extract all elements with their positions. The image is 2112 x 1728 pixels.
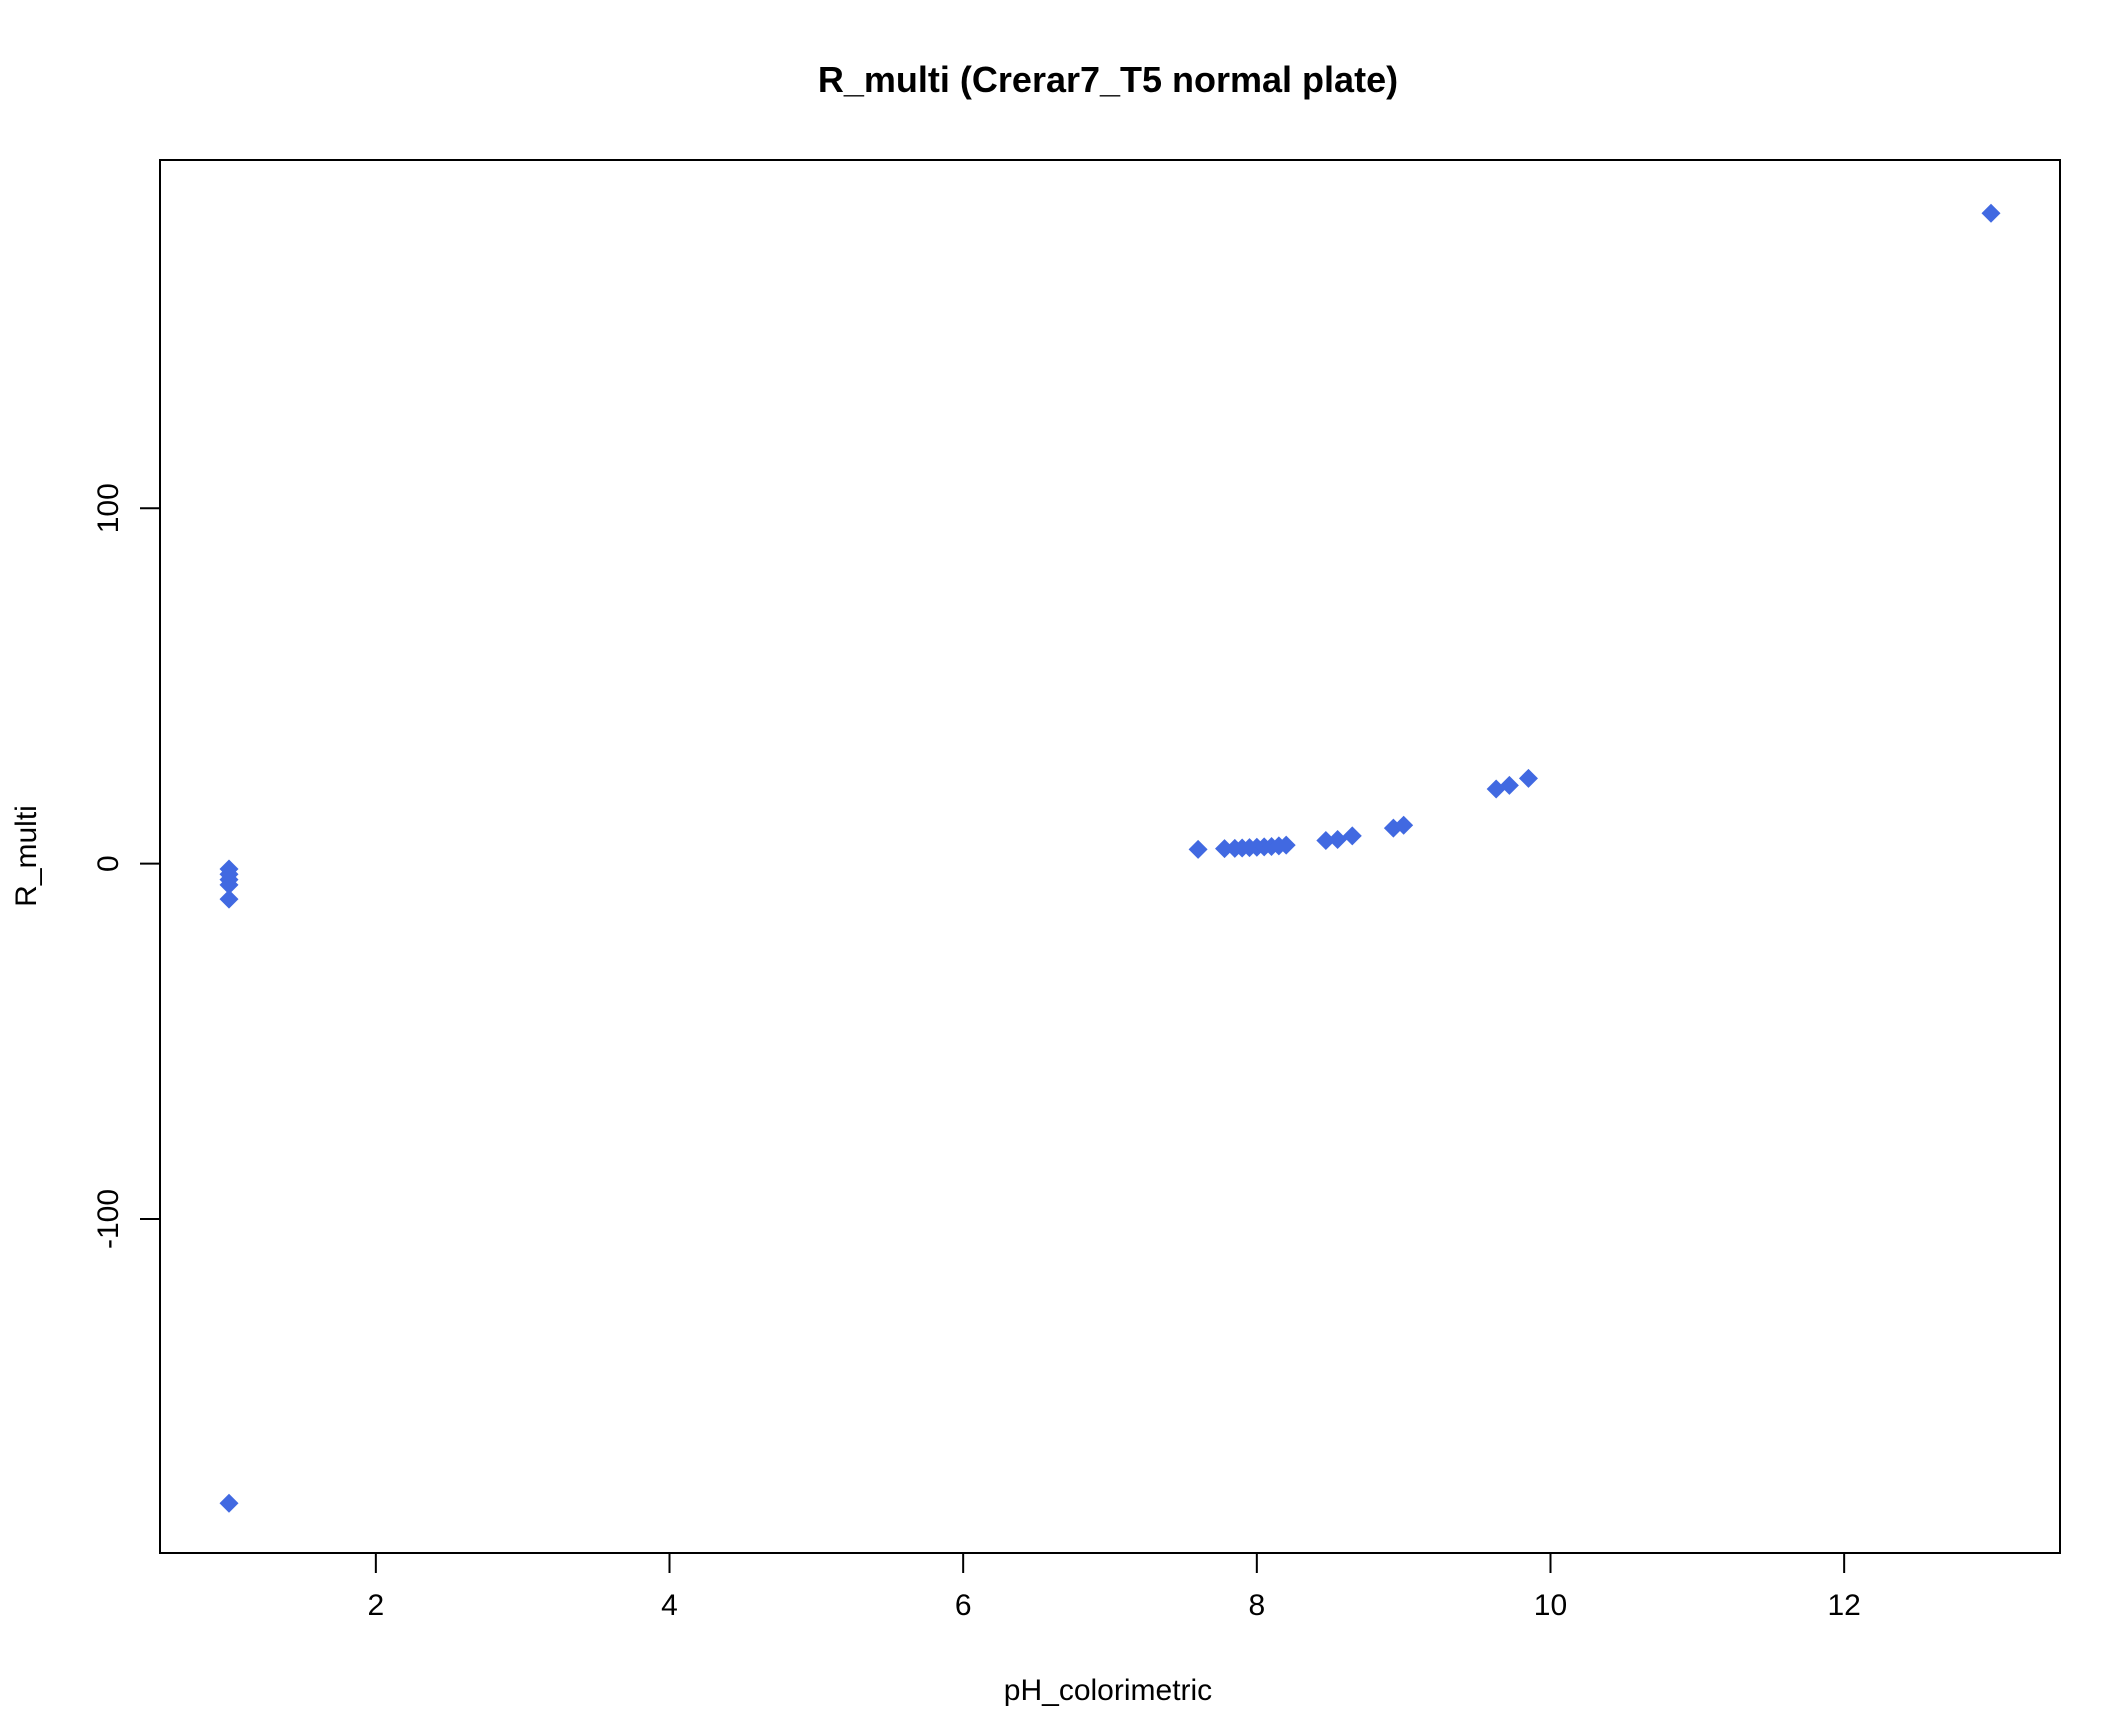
data-point xyxy=(219,889,239,909)
x-axis: 2 4 6 8 10 12 xyxy=(367,1553,1861,1622)
data-point xyxy=(1188,839,1208,859)
data-point xyxy=(1499,775,1519,795)
y-axis: -100 0 100 xyxy=(92,483,160,1249)
x-tick-label: 6 xyxy=(955,1589,972,1622)
data-point xyxy=(1316,831,1336,851)
chart-title: R_multi (Crerar7_T5 normal plate) xyxy=(818,59,1398,100)
x-axis-label: pH_colorimetric xyxy=(1004,1674,1212,1707)
data-point xyxy=(1328,829,1348,849)
data-point xyxy=(219,1493,239,1513)
data-point xyxy=(1394,815,1414,835)
data-point xyxy=(1981,203,2001,223)
y-tick-label: -100 xyxy=(92,1189,125,1249)
data-point xyxy=(219,875,239,895)
plot-area-frame xyxy=(159,159,2061,1554)
y-tick-label: 0 xyxy=(92,855,125,872)
x-tick-label: 8 xyxy=(1248,1589,1265,1622)
y-axis-label: R_multi xyxy=(10,805,43,907)
data-point xyxy=(1342,826,1362,846)
data-points xyxy=(219,203,2001,1513)
x-tick-label: 4 xyxy=(661,1589,678,1622)
data-point xyxy=(1276,835,1296,855)
data-point xyxy=(1215,839,1235,859)
data-point xyxy=(1486,779,1506,799)
y-tick-label: 100 xyxy=(92,483,125,533)
x-tick-label: 2 xyxy=(367,1589,384,1622)
x-tick-label: 10 xyxy=(1534,1589,1567,1622)
x-tick-label: 12 xyxy=(1827,1589,1860,1622)
data-point xyxy=(1518,768,1538,788)
